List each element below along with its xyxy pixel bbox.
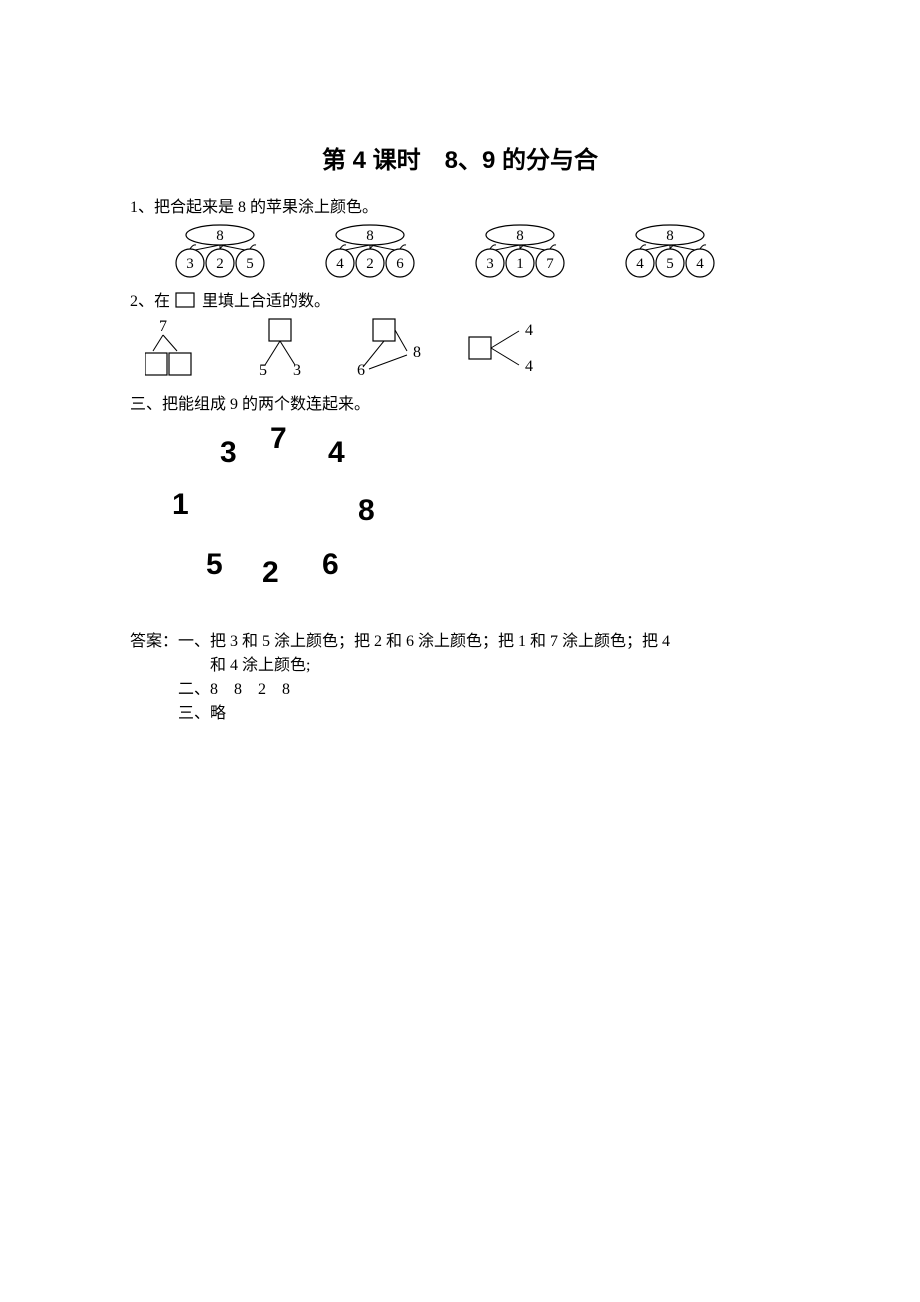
svg-text:8: 8 — [366, 228, 374, 244]
q2-prefix: 2、在 — [130, 293, 170, 310]
svg-text:8: 8 — [216, 228, 224, 244]
q3-num-3: 3 — [220, 436, 237, 470]
q1-apples-row: 8 3 2 5 8 4 2 6 8 3 1 7 8 4 5 4 — [160, 223, 790, 279]
q3-num-1: 1 — [172, 488, 189, 522]
svg-text:4: 4 — [525, 358, 533, 375]
svg-text:7: 7 — [546, 256, 554, 272]
page-title: 第 4 课时 8、9 的分与合 — [130, 140, 790, 175]
svg-text:3: 3 — [486, 256, 494, 272]
q3-numbers: 37 4 1 8 5 2 6 — [150, 420, 410, 590]
svg-text:7: 7 — [159, 318, 167, 335]
q2-item-0: 7 — [145, 317, 215, 384]
svg-text:3: 3 — [293, 362, 301, 379]
answers-line1: 答案：一、把 3 和 5 涂上颜色；把 2 和 6 涂上颜色；把 1 和 7 涂… — [130, 630, 790, 654]
svg-text:4: 4 — [696, 256, 704, 272]
answers-line2: 二、8 8 2 8 — [130, 678, 790, 702]
svg-text:8: 8 — [413, 344, 421, 361]
q3-label: 三、把能组成 9 的两个数连起来。 — [130, 390, 790, 414]
answers-block: 答案：一、把 3 和 5 涂上颜色；把 2 和 6 涂上颜色；把 1 和 7 涂… — [130, 630, 790, 726]
apple-group-0: 8 3 2 5 — [160, 223, 280, 279]
svg-text:2: 2 — [216, 256, 224, 272]
svg-text:1: 1 — [516, 256, 524, 272]
svg-text:5: 5 — [666, 256, 674, 272]
q3-num-7: 7 — [270, 422, 287, 456]
q3-num-6: 6 — [322, 548, 339, 582]
svg-text:4: 4 — [636, 256, 644, 272]
blank-box-icon — [174, 291, 198, 309]
q3-num-4: 4 — [328, 436, 345, 470]
answers-line1b: 和 4 涂上颜色; — [130, 654, 790, 678]
svg-text:6: 6 — [396, 256, 404, 272]
svg-text:2: 2 — [366, 256, 374, 272]
q2-item-3: 44 — [465, 317, 555, 384]
q2-item-1: 53 — [245, 317, 315, 384]
q2-suffix: 里填上合适的数。 — [202, 293, 330, 310]
svg-text:5: 5 — [246, 256, 254, 272]
svg-text:4: 4 — [336, 256, 344, 272]
q2-row: 7536844 — [145, 317, 790, 384]
svg-text:4: 4 — [525, 322, 533, 339]
q3-num-8: 8 — [358, 494, 375, 528]
svg-text:5: 5 — [259, 362, 267, 379]
q1-label: 1、把合起来是 8 的苹果涂上颜色。 — [130, 193, 790, 217]
apple-group-2: 8 3 1 7 — [460, 223, 580, 279]
q3-num-2: 2 — [262, 556, 279, 590]
svg-text:8: 8 — [516, 228, 524, 244]
q2-label: 2、在 里填上合适的数。 — [130, 287, 790, 311]
q2-item-2: 68 — [345, 317, 435, 384]
svg-text:8: 8 — [666, 228, 674, 244]
svg-text:3: 3 — [186, 256, 194, 272]
apple-group-1: 8 4 2 6 — [310, 223, 430, 279]
svg-text:6: 6 — [357, 362, 365, 379]
answers-line3: 三、略 — [130, 702, 790, 726]
apple-group-3: 8 4 5 4 — [610, 223, 730, 279]
q3-num-5: 5 — [206, 548, 223, 582]
